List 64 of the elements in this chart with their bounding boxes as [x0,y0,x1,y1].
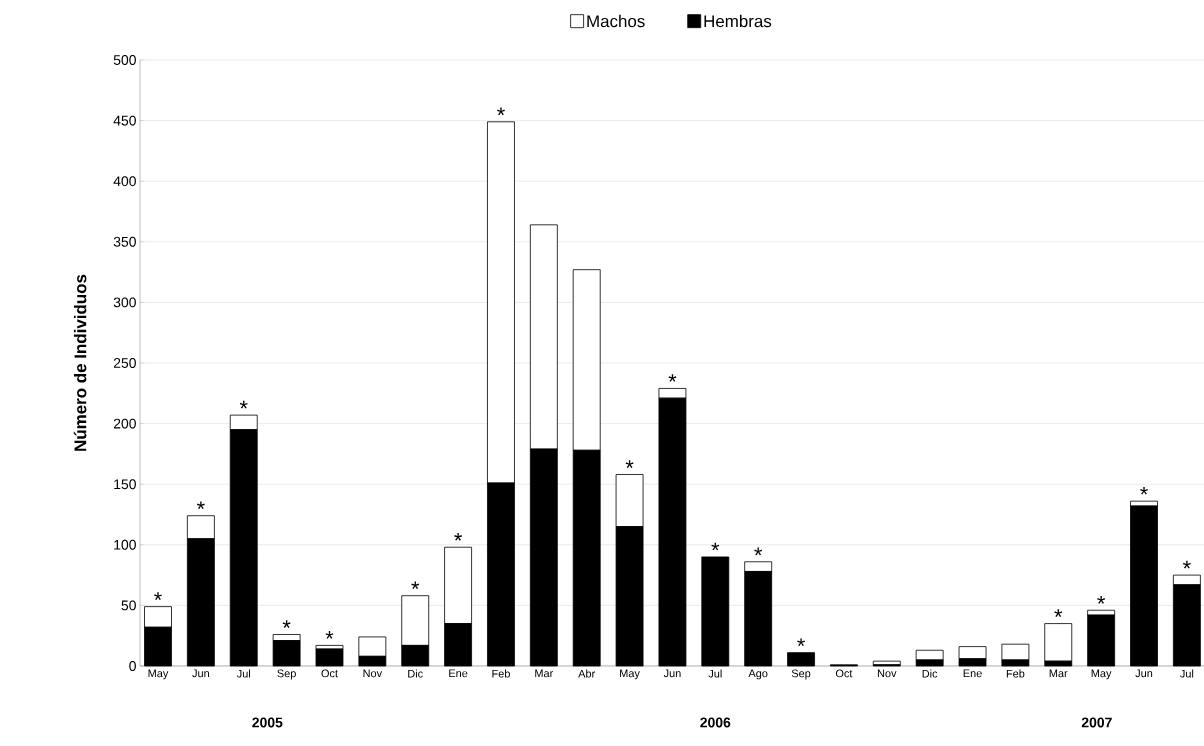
annotation: * [1054,609,1063,617]
text: 2005 [252,717,283,728]
y-tick-label: 50 [121,600,136,611]
annotation: * [797,638,805,647]
annotation: * [497,107,505,116]
annotation: * [1097,595,1106,604]
annotation: * [1182,560,1191,569]
y-tick-label: 100 [114,539,136,550]
bar [701,556,730,667]
text: 2007 [1081,717,1112,728]
annotation: * [668,374,677,382]
y-tick-label: 450 [113,115,136,126]
y-tick-label: 300 [113,297,136,308]
x-tick-label: May [148,669,169,680]
bar [1087,614,1116,667]
x-tick-label: Nov [363,669,383,678]
x-tick-label: Jul [1180,669,1194,678]
annotation: * [282,620,291,628]
annotation: * [239,400,248,409]
x-tick-label: Nov [877,669,897,678]
legend-label: Hembras [704,14,772,28]
x-tick-label: Sep [277,669,296,680]
text: 2006 [700,717,731,728]
x-tick-label: May [620,669,640,680]
annotation: * [411,581,420,590]
bar [315,648,344,667]
annotation: * [196,501,205,510]
x-tick-label: May [1091,669,1112,680]
y-tick-label: 500 [113,55,136,65]
y-tick-label: 250 [113,358,136,368]
x-tick-label: Jul [236,669,251,678]
annotation: * [454,532,463,541]
x-tick-label: Oct [835,669,853,678]
annotation: * [154,592,162,601]
x-tick-label: Ene [449,669,468,678]
annotation: * [325,631,334,639]
annotation: * [754,547,763,556]
annotation: * [625,460,634,468]
x-tick-label: Mar [1049,669,1068,678]
legend-label: Machos [587,14,645,28]
x-tick-label: Mar [535,669,554,678]
x-tick-label: Ene [963,669,982,678]
y-tick-label: 150 [114,479,136,490]
bar [1130,505,1158,667]
annotation: * [711,542,720,551]
x-tick-label: Jun [1135,669,1153,678]
y-tick-label: 0 [129,661,136,671]
x-tick-label: Sep [791,669,811,680]
y-tick-label: 350 [113,236,136,247]
x-tick-label: Feb [492,669,510,678]
y-tick-label: 400 [113,176,136,187]
x-tick-label: Jun [663,669,681,678]
y-tick-label: 200 [113,418,136,429]
annotation: * [1140,486,1148,495]
y-axis-title: Número de Individuos [73,274,87,451]
x-tick-label: Abr [578,669,596,678]
x-tick-label: Dic [922,669,938,678]
x-tick-label: Jun [192,669,209,678]
x-tick-label: Dic [408,669,423,678]
x-tick-label: Oct [321,669,338,678]
x-tick-label: Ago [748,669,768,680]
x-tick-label: Feb [1006,669,1025,678]
bar [787,652,815,667]
x-tick-label: Jul [708,669,722,678]
